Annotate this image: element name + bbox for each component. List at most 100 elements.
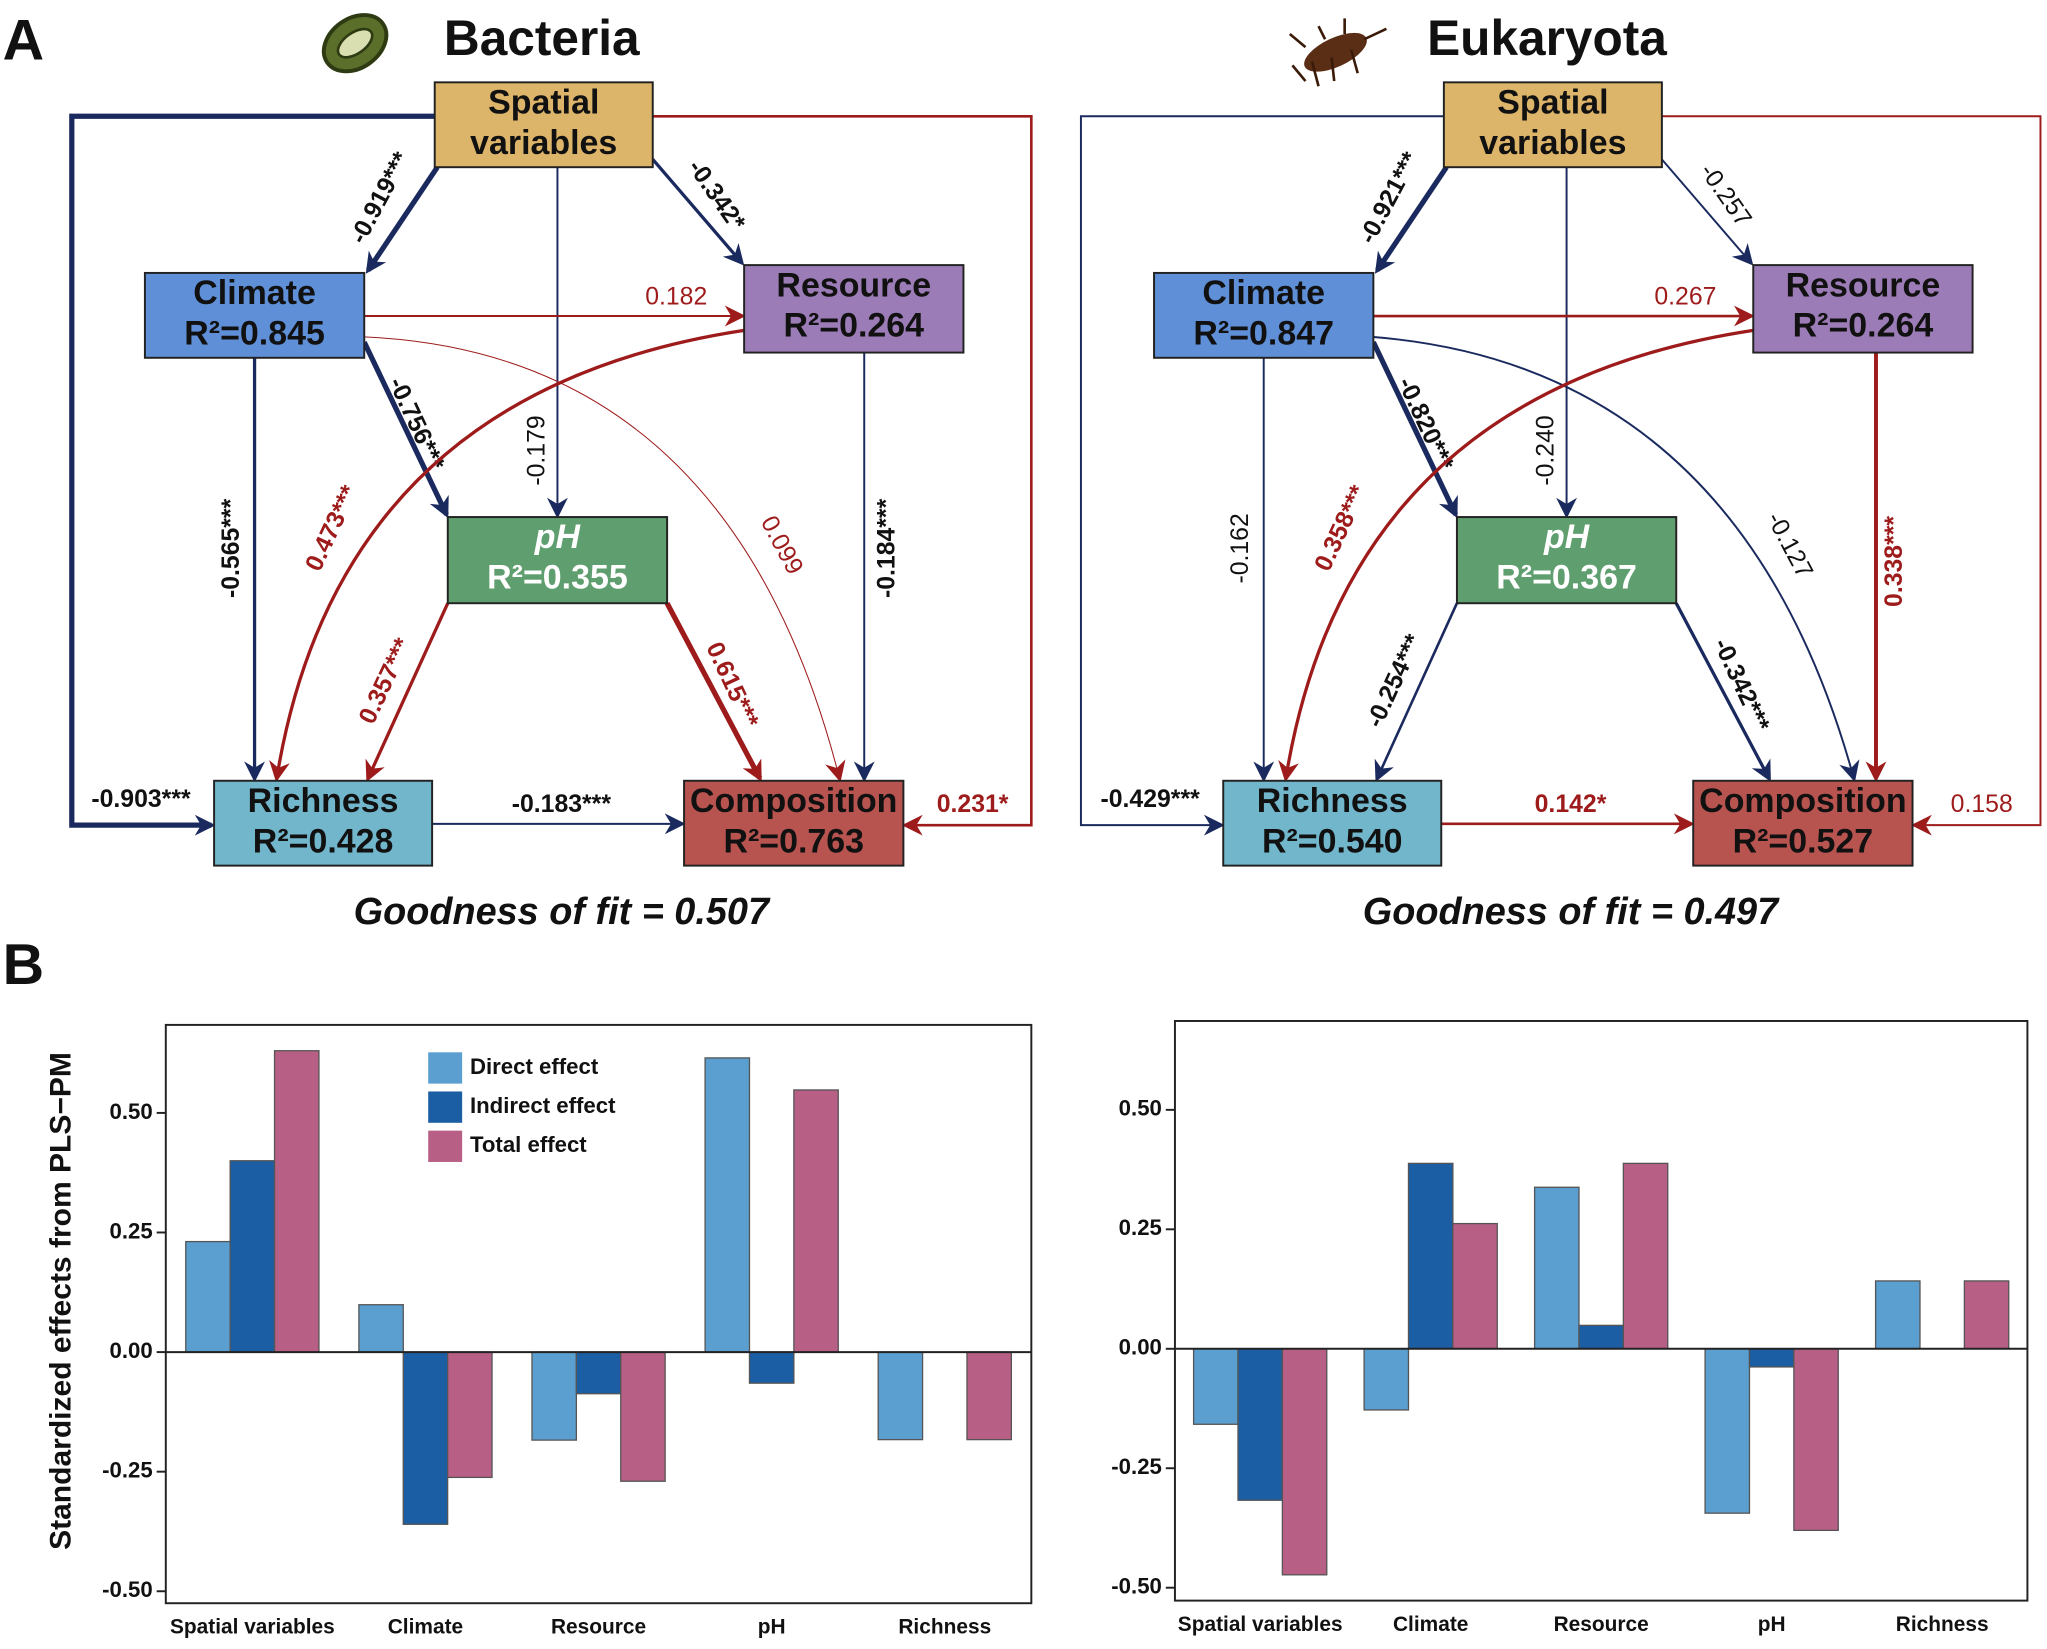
node-r2: R²=0.355 — [487, 559, 628, 597]
legend-label: Total effect — [470, 1132, 587, 1157]
x-tick-label: pH — [1758, 1613, 1786, 1636]
bar — [1363, 1348, 1410, 1411]
edge-label: 0.267 — [1654, 283, 1716, 310]
y-tick-label: -0.25 — [1111, 1454, 1162, 1479]
y-tick-label: -0.50 — [1111, 1574, 1162, 1599]
bar — [966, 1351, 1013, 1441]
y-tick-label: 0.25 — [1119, 1215, 1162, 1240]
node-r2: R²=0.763 — [723, 822, 864, 860]
x-tick-label: pH — [758, 1616, 786, 1639]
edge-label: -0.903*** — [91, 786, 191, 813]
bar — [877, 1351, 924, 1441]
node-box — [1222, 779, 1443, 867]
node-label: Climate — [1202, 274, 1325, 312]
node-label: Resource — [1786, 266, 1941, 304]
plot-frame — [164, 1023, 1033, 1605]
x-tick-label: Climate — [1393, 1613, 1468, 1636]
node-r2: R²=0.264 — [1793, 307, 1934, 345]
y-tick-label: 0.00 — [110, 1338, 153, 1363]
node-r2: R²=0.367 — [1496, 559, 1637, 597]
y-tick-label: -0.50 — [102, 1577, 153, 1602]
goodness-of-fit: Goodness of fit = 0.507 — [354, 891, 771, 933]
bar — [1748, 1348, 1795, 1368]
node-label: variables — [1479, 124, 1626, 162]
bar — [531, 1351, 578, 1441]
node-label: pH — [534, 518, 582, 556]
node-box — [1455, 516, 1678, 605]
y-tick-label: -0.25 — [102, 1458, 153, 1483]
diagram-title: Eukaryota — [1427, 10, 1667, 66]
node-box — [1692, 779, 1914, 867]
edge-label: 0.338*** — [1881, 516, 1908, 607]
node-box — [213, 779, 434, 867]
node-box — [1442, 81, 1663, 169]
legend-label: Direct effect — [470, 1054, 599, 1079]
bacteria-icon — [321, 13, 389, 74]
node-label: Richness — [248, 782, 399, 820]
edge-arrow — [664, 601, 763, 782]
node-r2: R²=0.847 — [1193, 315, 1334, 353]
bar — [1963, 1280, 2010, 1350]
bar — [1533, 1186, 1580, 1350]
bar — [358, 1304, 404, 1353]
bar — [1793, 1348, 1839, 1532]
edge-arrow — [1661, 158, 1754, 266]
edge-label: -0.184*** — [873, 498, 900, 598]
bar — [1407, 1162, 1454, 1350]
panel-label: A — [3, 9, 44, 73]
goodness-of-fit: Goodness of fit = 0.497 — [1363, 891, 1780, 933]
node-box — [433, 81, 654, 169]
bar-chart-eukaryota: -0.50 -0.25 0.00 0.25 0.50 Spatial variables C… — [1111, 1019, 2029, 1636]
node-label: pH — [1543, 518, 1591, 556]
node-r2: R²=0.527 — [1733, 822, 1874, 860]
node-label: Spatial — [488, 83, 599, 121]
edge-label: -0.921*** — [1354, 148, 1425, 249]
edge-label: -0.919*** — [345, 148, 416, 249]
bar — [1704, 1348, 1751, 1514]
node-box — [1752, 264, 1974, 354]
panel-label: B — [3, 933, 44, 997]
edge-arrow — [364, 336, 846, 783]
edge-arrow — [269, 328, 745, 783]
bar — [704, 1057, 751, 1353]
edge-label: 0.158 — [1951, 791, 2013, 818]
edge-label: -0.342* — [682, 155, 750, 236]
edge-arrow — [651, 158, 745, 266]
bar-chart-bacteria: -0.50 -0.25 0.00 0.25 0.50 Spatial variables C… — [45, 1023, 1033, 1639]
bar — [575, 1351, 622, 1395]
edge-label: 0.182 — [645, 283, 707, 310]
edge-label: 0.142* — [1535, 791, 1607, 818]
bar — [402, 1351, 449, 1525]
edge-arrow — [1371, 335, 1860, 783]
edge-arrow — [1661, 115, 2042, 836]
node-box — [683, 779, 905, 867]
node-label: variables — [470, 124, 617, 162]
y-axis-label: Standardized effects from PLS−PM — [45, 1052, 78, 1550]
diagram-title: Bacteria — [444, 10, 640, 66]
edge-arrow — [365, 165, 440, 274]
x-tick-label: Richness — [898, 1616, 991, 1639]
bar — [1578, 1324, 1625, 1350]
edge-label: -0.565*** — [218, 498, 245, 598]
node-box — [743, 264, 965, 354]
bar — [793, 1089, 839, 1353]
y-tick-label: 0.50 — [110, 1099, 153, 1124]
edge-label: -0.179 — [523, 415, 550, 485]
edge-arrow — [361, 340, 449, 519]
node-label: Resource — [776, 266, 931, 304]
bar — [1237, 1348, 1284, 1501]
edge-arrow — [365, 602, 450, 782]
x-tick-label: Richness — [1896, 1613, 1989, 1636]
node-label: Climate — [193, 274, 316, 312]
y-tick-label: 0.00 — [1119, 1335, 1162, 1360]
bar — [1874, 1280, 1921, 1350]
edge-arrow — [1374, 602, 1459, 782]
bar — [229, 1160, 276, 1353]
node-r2: R²=0.540 — [1262, 822, 1403, 860]
node-label: Composition — [1699, 782, 1906, 820]
node-label: Richness — [1257, 782, 1408, 820]
node-label: Composition — [690, 782, 897, 820]
edge-label: -0.257 — [1694, 159, 1756, 232]
bar — [1281, 1348, 1328, 1576]
